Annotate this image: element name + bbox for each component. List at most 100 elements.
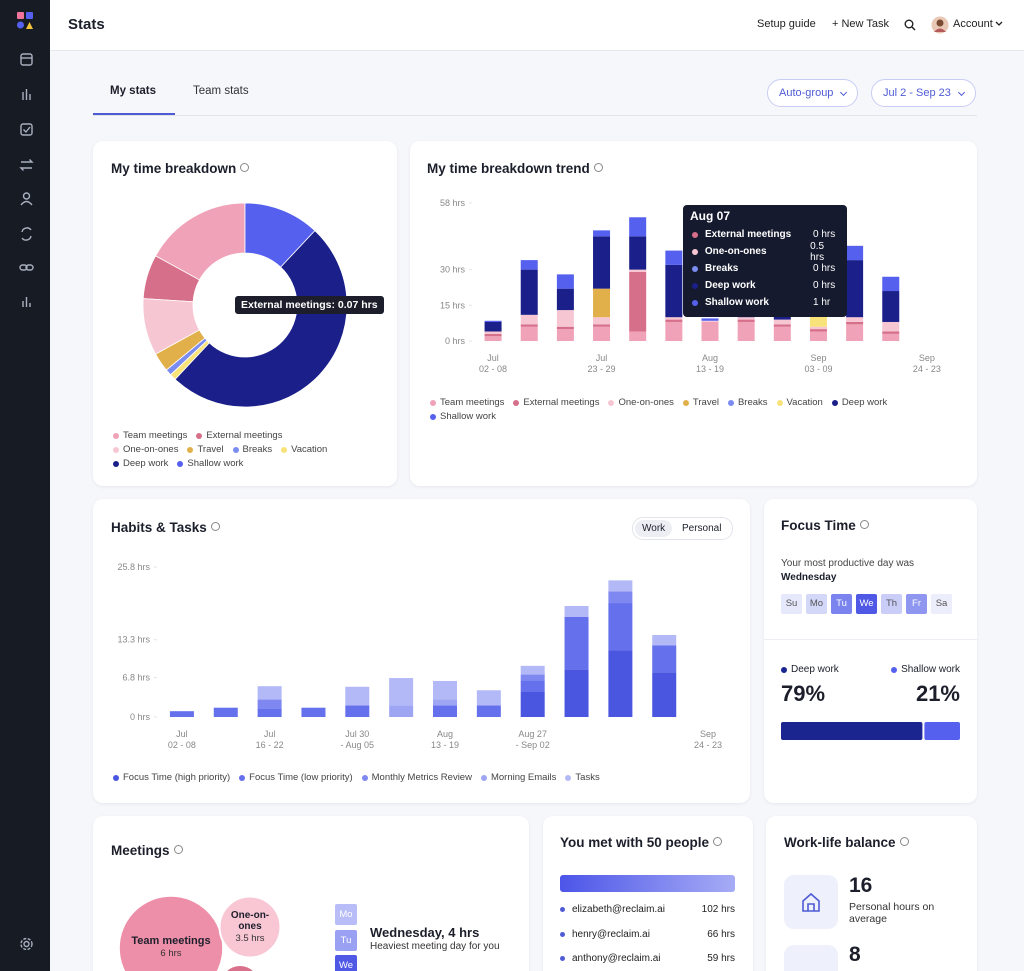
tooltip-row: External meetings 0 hrs <box>690 226 840 243</box>
day-chip: Fr <box>906 594 927 614</box>
info-icon[interactable] <box>210 522 220 531</box>
date-filter[interactable]: Jul 2 - Sep 23 <box>871 79 976 107</box>
tooltip-row: Shallow work 1 hr <box>690 294 840 311</box>
legend-item: Team meetings <box>113 430 187 441</box>
avatar[interactable] <box>931 16 949 34</box>
person-email: anthony@reclaim.ai <box>572 953 661 964</box>
toggle-option-active[interactable]: Work <box>635 520 673 537</box>
legend-swatch <box>281 446 288 453</box>
info-icon[interactable] <box>899 837 909 846</box>
setup-guide[interactable]: Setup guide <box>757 18 816 30</box>
legend-label: Shallow work <box>187 458 244 469</box>
tooltip-label: One-on-ones <box>704 246 767 257</box>
legend-swatch <box>480 774 487 781</box>
legend-swatch <box>891 666 898 673</box>
meter-legend: Deep work <box>781 664 839 675</box>
account-menu[interactable]: Account <box>953 18 993 30</box>
title-text: Work-life balance <box>784 835 896 850</box>
legend-item: Shallow work <box>177 458 243 469</box>
legend-item: Focus Time (low priority) <box>239 772 353 783</box>
card-title: You met with 50 people <box>560 835 723 850</box>
legend-label: Focus Time (high priority) <box>123 772 231 783</box>
list-bullet <box>560 956 565 961</box>
person-hours: 59 hrs <box>707 953 735 964</box>
legend-swatch <box>831 399 838 406</box>
info-icon[interactable] <box>173 845 183 854</box>
person-hours: 102 hrs <box>701 904 735 915</box>
legend-label: Shallow work <box>440 411 496 422</box>
toggle: Work Personal <box>632 517 733 540</box>
legend-swatch <box>361 774 368 781</box>
top-bar: Stats Setup guide + New Task Account <box>50 0 1024 51</box>
tab-active[interactable]: My stats <box>110 85 157 97</box>
list-bullet <box>560 931 565 937</box>
tooltip-row: One-on-ones 0.5 hrs <box>690 241 840 263</box>
tooltip-swatch <box>692 248 698 255</box>
legend-item: Team meetings <box>430 397 504 408</box>
bubble-label: Team meetings 6 hrs <box>129 896 213 971</box>
tooltip-row: Breaks 0 hrs <box>690 260 840 277</box>
card-title: Focus Time <box>781 518 869 533</box>
heaviest-day: Wednesday, 4 hrs <box>370 925 480 940</box>
tooltip-label: Shallow work <box>705 297 769 308</box>
tooltip: External meetings: 0.07 hrs <box>235 296 384 314</box>
legend-swatch <box>608 399 615 406</box>
search-icon[interactable] <box>904 19 916 31</box>
x-tick-label: Sep 03 - 09 <box>804 353 833 374</box>
tab[interactable]: Team stats <box>193 85 249 97</box>
info-icon[interactable] <box>593 163 603 172</box>
bubble-name: Team meetings <box>131 935 211 948</box>
legend-label: Monthly Metrics Review <box>371 772 472 783</box>
day-chip: Sa <box>931 594 952 614</box>
day-chip: Tu <box>335 929 357 951</box>
new-task[interactable]: + New Task <box>832 18 889 30</box>
legend-label: External meetings <box>206 430 283 441</box>
info-icon[interactable] <box>240 163 250 172</box>
legend-swatch <box>239 774 246 781</box>
stat-value: 8 <box>849 943 861 966</box>
person-hours: 66 hrs <box>707 928 735 940</box>
card-title: Meetings <box>111 843 183 858</box>
x-tick-label: Aug 13 - 19 <box>430 729 460 750</box>
legend-label: Team meetings <box>440 397 505 408</box>
tooltip-swatch <box>692 299 698 306</box>
title-text: My time breakdown trend <box>427 161 590 176</box>
x-tick-label: Jul 16 - 22 <box>255 729 284 750</box>
legend-item: Vacation <box>776 397 823 408</box>
meter-value: 21% <box>915 681 960 706</box>
tooltip-value: 0 hrs <box>813 263 836 274</box>
legend-swatch <box>682 399 689 406</box>
card: Meetings Wednesday, 4 hrs Heaviest meeti… <box>93 816 529 971</box>
legend-label: Deep work <box>791 664 839 675</box>
info-icon[interactable] <box>859 520 869 529</box>
tooltip: Aug 07 External meetings 0 hrs One-on-ones 0… <box>683 205 847 317</box>
meter-legend: Shallow work <box>891 664 960 675</box>
legend-label: Travel <box>197 444 224 455</box>
bubble-name: One-on-ones <box>230 909 270 932</box>
day-chip: We <box>335 955 357 971</box>
card: Focus Time Your most productive day was … <box>764 499 977 803</box>
x-tick-label: Sep 24 - 23 <box>912 353 941 374</box>
legend-swatch <box>113 460 119 467</box>
tab-divider <box>93 115 977 116</box>
day-chip: We <box>856 594 877 614</box>
toggle-option[interactable]: Personal <box>682 523 722 534</box>
tooltip-value: 1 hr <box>813 297 831 308</box>
legend-item: Deep work <box>831 397 887 408</box>
caption: Your most productive day was <box>781 558 915 569</box>
day-chip: Tu <box>831 594 852 614</box>
group-filter[interactable]: Auto-group <box>767 79 859 107</box>
info-icon[interactable] <box>713 837 723 846</box>
tooltip-label: External meetings <box>705 229 792 240</box>
legend-label: External meetings <box>523 397 600 408</box>
icon <box>784 945 838 971</box>
legend: Team meetings External meetings One-on-one… <box>430 397 910 422</box>
legend-item: Morning Emails <box>480 772 556 783</box>
legend-swatch <box>776 399 783 406</box>
list-bullet <box>560 907 565 912</box>
legend-label: Focus Time (low priority) <box>249 772 353 783</box>
legend-swatch <box>232 446 239 453</box>
legend-label: Breaks <box>242 444 273 455</box>
legend-label: Breaks <box>737 397 768 408</box>
